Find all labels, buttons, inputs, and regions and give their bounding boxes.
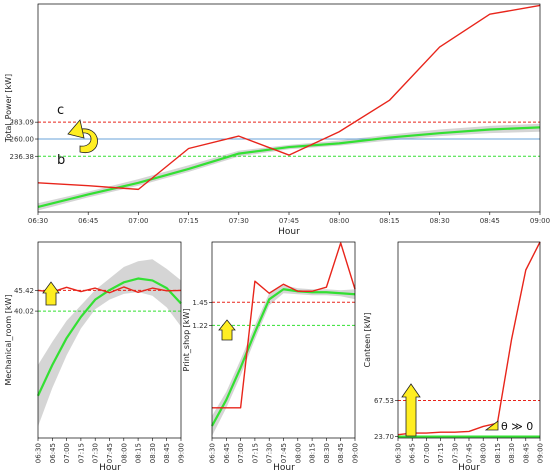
canteen-marks (397, 241, 541, 438)
canteen-x-tick-label: 08:00 (480, 443, 488, 463)
total-power-y-tick-label: 236.38 (10, 153, 35, 161)
mechanical-room-marks (37, 259, 182, 427)
curved-arrow-icon (67, 119, 98, 154)
canteen-panel: 06:30 06:45 07:00 07:15 07:30 07:45 08:00 08:15… (363, 241, 545, 473)
canteen-x-tick-label: 08:15 (494, 443, 502, 463)
print-shop-x-tick-label: 07:00 (237, 443, 245, 463)
print-shop-x-tick-label: 06:30 (209, 443, 217, 463)
canteen-x-tick-label: 07:45 (466, 443, 474, 463)
mechanical-room-panel: 06:30 06:45 07:00 07:15 07:30 07:45 08:00 08:15… (4, 241, 186, 473)
total-power-x-tick-label: 08:15 (379, 217, 399, 225)
annotation-c: c (57, 103, 64, 118)
total-power-x-tick-label: 09:00 (530, 217, 550, 225)
print-shop-x-tick-label: 07:15 (251, 443, 259, 463)
canteen-x-tick-label: 06:30 (395, 443, 403, 463)
print-shop-y-tick-label: 1.22 (192, 322, 208, 330)
print-shop-xlabel: Hour (273, 463, 295, 473)
mechanical-room-ylabel: Mechanical_room [kW] (4, 294, 13, 385)
total-power-panel: 06:30 06:45 07:00 07:15 07:30 07:45 08:00 08:15… (4, 3, 550, 237)
total-power-actual-line (37, 4, 541, 191)
total-power-x-tick-label: 07:30 (229, 217, 249, 225)
mechanical-room-y-tick-label: 45.42 (14, 287, 34, 295)
total-power-marks (37, 4, 541, 211)
print-shop-x-tick-label: 07:45 (280, 443, 288, 463)
print-shop-x-tick-label: 07:30 (266, 443, 274, 463)
total-power-frame (37, 3, 541, 213)
total-power-x-tick-label: 06:30 (28, 217, 48, 225)
up-arrow-icon (401, 383, 421, 437)
canteen-y-tick-label: 23.70 (374, 433, 394, 441)
canteen-x-tick-label: 08:30 (508, 443, 516, 463)
print-shop-y-tick-label: 1.45 (192, 299, 208, 307)
mechanical-room-x-tick-label: 08:15 (135, 443, 143, 463)
mechanical-room-x-tick-label: 08:45 (163, 443, 171, 463)
total-power-x-tick-label: 08:45 (480, 217, 500, 225)
annotation-b: b (57, 153, 65, 168)
total-power-y-tick-label: 283.09 (10, 119, 35, 127)
theta-annotation: θ ≫ 0 (501, 420, 533, 433)
total-power-x-tick-label: 06:45 (78, 217, 98, 225)
mechanical-room-actual-line (37, 286, 182, 294)
print-shop-x-tick-label: 08:45 (337, 443, 345, 463)
print-shop-actual-line (212, 242, 356, 409)
mechanical-room-x-tick-label: 09:00 (178, 443, 186, 463)
total-power-x-tick-label: 07:15 (179, 217, 199, 225)
canteen-ylabel: Canteen [kW] (363, 313, 372, 368)
print-shop-ylabel: Print_shop [kW] (182, 309, 191, 372)
angle-wedge-icon (484, 420, 499, 431)
print-shop-ticks: 06:30 06:45 07:00 07:15 07:30 07:45 08:00 08:15… (192, 299, 359, 463)
canteen-x-tick-label: 06:45 (409, 443, 417, 463)
total-power-ylabel: Total_Power [kW] (4, 74, 13, 143)
total-power-ticks: 06:30 06:45 07:00 07:15 07:30 07:45 08:00 08:15… (10, 119, 550, 225)
mechanical-room-y-tick-label: 40.02 (14, 308, 34, 316)
canteen-xlabel: Hour (458, 463, 480, 473)
print-shop-marks (211, 242, 356, 436)
canteen-ticks: 06:30 06:45 07:00 07:15 07:30 07:45 08:00 08:15… (374, 397, 545, 463)
total-power-x-tick-label: 07:00 (128, 217, 148, 225)
canteen-x-tick-label: 07:15 (437, 443, 445, 463)
total-power-confidence-band (38, 123, 540, 211)
canteen-y-tick-label: 67.53 (374, 397, 394, 405)
total-power-xlabel: Hour (278, 227, 300, 237)
canteen-x-tick-label: 08:45 (522, 443, 530, 463)
mechanical-room-fit-line (37, 277, 182, 397)
canteen-x-tick-label: 07:00 (423, 443, 431, 463)
up-arrow-icon (42, 281, 60, 306)
total-power-y-tick-label: 260.00 (10, 136, 35, 144)
print-shop-x-tick-label: 08:00 (294, 443, 302, 463)
mechanical-room-x-tick-label: 07:00 (63, 443, 71, 463)
canteen-x-tick-label: 09:00 (537, 443, 545, 463)
total-power-x-tick-label: 07:45 (279, 217, 299, 225)
print-shop-x-tick-label: 08:30 (323, 443, 331, 463)
mechanical-room-xlabel: Hour (99, 463, 121, 473)
mechanical-room-x-tick-label: 08:30 (149, 443, 157, 463)
print-shop-x-tick-label: 09:00 (352, 443, 360, 463)
print-shop-x-tick-label: 06:45 (223, 443, 231, 463)
total-power-x-tick-label: 08:30 (430, 217, 450, 225)
mechanical-room-x-tick-label: 07:15 (77, 443, 85, 463)
canteen-frame (397, 241, 541, 439)
mechanical-room-x-tick-label: 06:30 (35, 443, 43, 463)
mechanical-room-ticks: 06:30 06:45 07:00 07:15 07:30 07:45 08:00 08:15… (14, 287, 186, 463)
mechanical-room-x-tick-label: 06:45 (49, 443, 57, 463)
total-power-x-tick-label: 08:00 (329, 217, 349, 225)
mechanical-room-x-tick-label: 08:00 (120, 443, 128, 463)
mechanical-room-x-tick-label: 07:45 (106, 443, 114, 463)
canteen-x-tick-label: 07:30 (451, 443, 459, 463)
mechanical-room-x-tick-label: 07:30 (92, 443, 100, 463)
print-shop-fit-line (211, 288, 356, 427)
print-shop-x-tick-label: 08:15 (309, 443, 317, 463)
print-shop-confidence-band (212, 285, 355, 436)
up-arrow-icon (218, 319, 236, 341)
canteen-actual-line (397, 241, 541, 436)
print-shop-frame (211, 241, 356, 439)
print-shop-panel: 06:30 06:45 07:00 07:15 07:30 07:45 08:00 08:15… (182, 241, 360, 473)
total-power-fit-line (37, 126, 541, 208)
